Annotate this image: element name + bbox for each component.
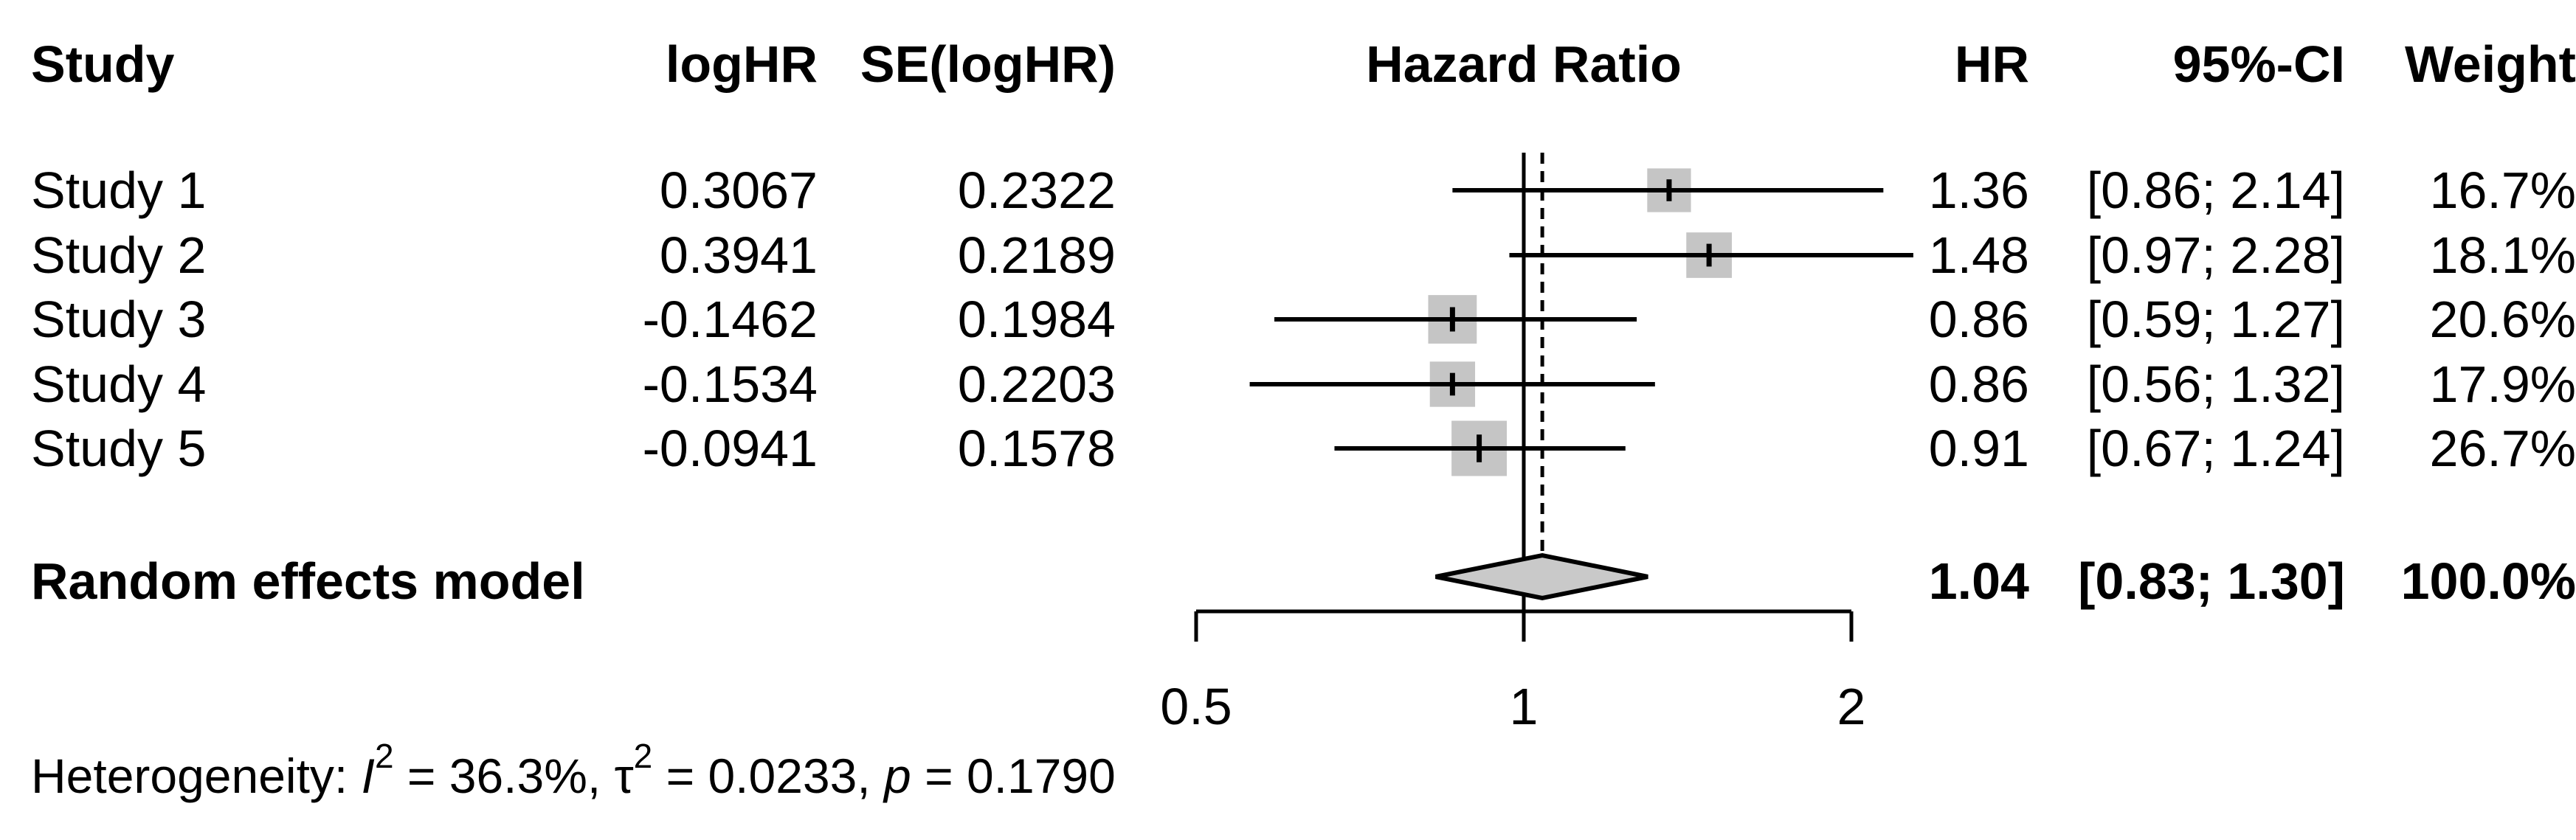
loghr-value: -0.0941 [642, 420, 818, 477]
hr-value: 0.91 [1928, 420, 2029, 477]
se-value: 0.1984 [957, 291, 1116, 348]
weight-value: 17.9% [2429, 355, 2576, 413]
i-squared-exponent: 2 [374, 737, 394, 775]
ci-value: [0.97; 2.28] [2086, 226, 2345, 284]
weight-value: 18.1% [2429, 226, 2576, 284]
x-axis-tick-label: 0.5 [1160, 678, 1232, 735]
study-label: Study 4 [31, 355, 207, 413]
loghr-value: -0.1462 [642, 291, 818, 348]
loghr-value: 0.3941 [659, 226, 818, 284]
study-label: Study 5 [31, 420, 207, 477]
column-header-se-loghr: SE(logHR) [860, 35, 1116, 93]
hr-value: 0.86 [1928, 355, 2029, 413]
se-value: 0.2322 [957, 162, 1116, 219]
summary-ci-value: [0.83; 1.30] [2078, 552, 2345, 610]
hr-value: 1.36 [1928, 162, 2029, 219]
i-squared-symbol: I [361, 749, 375, 803]
weight-value: 20.6% [2429, 291, 2576, 348]
tau-squared-symbol: τ [614, 749, 634, 803]
se-value: 0.2189 [957, 226, 1116, 284]
summary-label: Random effects model [31, 552, 585, 610]
summary-diamond [1435, 552, 1648, 601]
summary-weight-value: 100.0% [2400, 552, 2576, 610]
study-label: Study 3 [31, 291, 207, 348]
ci-value: [0.86; 2.14] [2086, 162, 2345, 219]
column-header-hazard-ratio: Hazard Ratio [1366, 35, 1682, 93]
tau-squared-exponent: 2 [633, 737, 653, 775]
summary-hr-value: 1.04 [1928, 552, 2029, 610]
study-label: Study 2 [31, 226, 207, 284]
p-symbol: p [884, 749, 911, 803]
column-header-hr: HR [1954, 35, 2029, 93]
weight-value: 16.7% [2429, 162, 2576, 219]
heterogeneity-note: Heterogeneity: I2 = 36.3%, τ2 = 0.0233, … [31, 739, 1116, 803]
hr-value: 0.86 [1928, 291, 2029, 348]
tau-squared-value: = 0.0233, [652, 749, 885, 803]
column-header-weight: Weight [2404, 35, 2576, 93]
p-value: = 0.1790 [911, 749, 1116, 803]
weight-value: 26.7% [2429, 420, 2576, 477]
hr-value: 1.48 [1928, 226, 2029, 284]
se-value: 0.1578 [957, 420, 1116, 477]
i-squared-value: = 36.3%, [393, 749, 615, 803]
column-header-loghr: logHR [665, 35, 818, 93]
x-axis-tick-label: 2 [1837, 678, 1866, 735]
heterogeneity-prefix: Heterogeneity: [31, 749, 362, 803]
se-value: 0.2203 [957, 355, 1116, 413]
ci-value: [0.67; 1.24] [2086, 420, 2345, 477]
column-header-95ci: 95%-CI [2172, 35, 2345, 93]
ci-value: [0.59; 1.27] [2086, 291, 2345, 348]
loghr-value: 0.3067 [659, 162, 818, 219]
loghr-value: -0.1534 [642, 355, 818, 413]
x-axis-tick-label: 1 [1510, 678, 1539, 735]
study-label: Study 1 [31, 162, 207, 219]
ci-value: [0.56; 1.32] [2086, 355, 2345, 413]
column-header-study: Study [31, 35, 175, 93]
